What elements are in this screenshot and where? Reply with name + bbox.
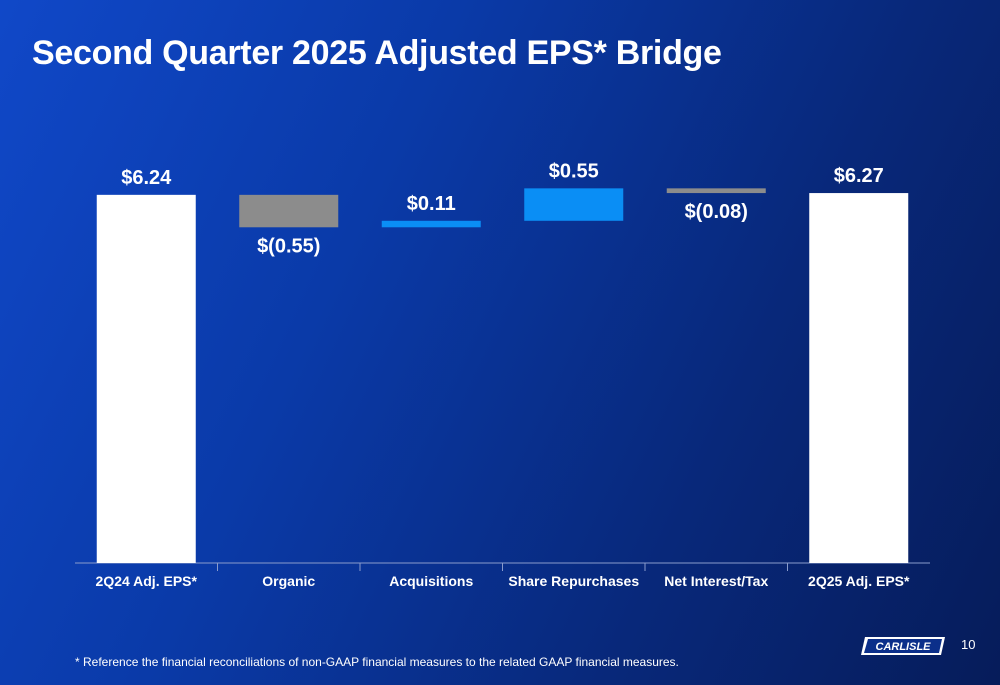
bar-4 xyxy=(666,188,766,194)
bar-1 xyxy=(239,194,339,228)
x-tick-label-1: Organic xyxy=(262,573,315,589)
data-label-0: $6.24 xyxy=(121,167,172,189)
data-label-4: $(0.08) xyxy=(685,201,748,223)
footnote: * Reference the financial reconciliation… xyxy=(75,655,679,669)
data-label-2: $0.11 xyxy=(407,193,456,215)
data-label-5: $6.27 xyxy=(834,165,884,187)
bar-2 xyxy=(381,220,481,228)
carlisle-logo: CARLISLE xyxy=(861,637,945,655)
x-tick-label-0: 2Q24 Adj. EPS* xyxy=(96,573,198,589)
x-tick-label-5: 2Q25 Adj. EPS* xyxy=(808,573,910,589)
data-label-1: $(0.55) xyxy=(257,235,320,257)
x-tick-label-3: Share Repurchases xyxy=(508,573,639,589)
page-number: 10 xyxy=(961,637,976,652)
data-label-3: $0.55 xyxy=(549,160,599,182)
bar-3 xyxy=(524,188,624,221)
x-tick-label-2: Acquisitions xyxy=(389,573,473,589)
page-title: Second Quarter 2025 Adjusted EPS* Bridge xyxy=(32,34,722,72)
x-tick-label-4: Net Interest/Tax xyxy=(664,573,768,589)
bar-5 xyxy=(809,193,909,563)
svg-text:CARLISLE: CARLISLE xyxy=(876,641,932,653)
bar-0 xyxy=(96,194,196,563)
